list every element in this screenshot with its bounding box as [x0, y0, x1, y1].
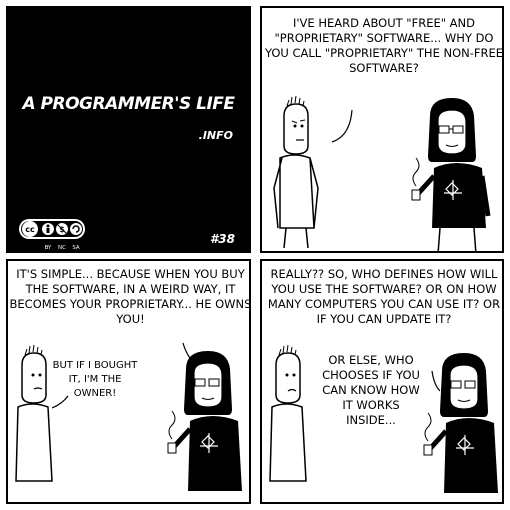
panel-2: I'VE HEARD ABOUT "FREE" AND "PROPRIETARY… — [260, 6, 504, 253]
speech-text: REALLY?? SO, WHO DEFINES HOW WILL YOU US… — [267, 267, 501, 326]
bald-guy-figure — [15, 344, 53, 482]
license-term-sa: SA — [72, 245, 80, 251]
speech-text: IT'S SIMPLE... BECAUSE WHEN YOU BUY THE … — [9, 267, 251, 326]
long-hair-guy-figure — [167, 351, 242, 491]
cc-badge-text: cc — [25, 225, 35, 234]
panel-3: IT'S SIMPLE... BECAUSE WHEN YOU BUY THE … — [6, 259, 251, 504]
panel-4: REALLY?? SO, WHO DEFINES HOW WILL YOU US… — [260, 259, 504, 504]
license-term-nc: NC — [58, 245, 66, 251]
comic-domain: .INFO — [198, 129, 233, 142]
panel-2-drawing — [273, 95, 491, 251]
episode-number: #38 — [209, 232, 235, 246]
reply-text: BUT IF I BOUGHT IT, I'M THE OWNER! — [52, 360, 138, 399]
speech-text: I'VE HEARD ABOUT "FREE" AND "PROPRIETARY… — [264, 16, 504, 75]
license-term-by: BY — [45, 245, 52, 251]
panel-4-drawing — [269, 344, 498, 493]
bald-guy-figure — [273, 95, 319, 249]
title-panel: A PROGRAMMER'S LIFE .INFO #38 cc $ BY NC… — [6, 6, 251, 253]
long-hair-guy-figure — [411, 98, 491, 251]
comic-title: A PROGRAMMER'S LIFE — [22, 94, 235, 114]
panel-3-drawing — [15, 342, 242, 491]
bald-guy-figure — [269, 344, 307, 482]
long-hair-guy-figure — [423, 353, 498, 493]
cc-license-icon: cc $ BY NC SA — [19, 219, 85, 251]
speech-text-continued: OR ELSE, WHO CHOOSES IF YOU CAN KNOW HOW… — [322, 353, 420, 427]
